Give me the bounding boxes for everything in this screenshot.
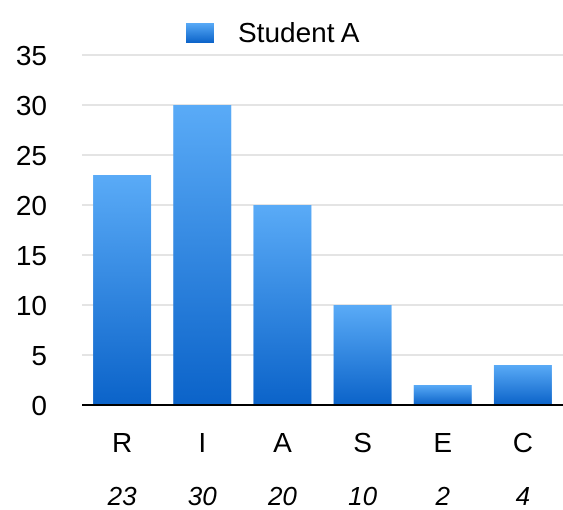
- bar-i: [173, 105, 232, 405]
- y-tick-label: 15: [16, 240, 47, 271]
- bars: [93, 105, 552, 405]
- x-category-label: S: [353, 427, 372, 458]
- legend-swatch: [186, 23, 214, 43]
- x-category-label: C: [513, 427, 533, 458]
- x-category-label: A: [273, 427, 292, 458]
- value-label: 20: [267, 481, 297, 510]
- y-axis-ticks: 0 5 10 15 20 25 30 35: [16, 40, 47, 421]
- bar-a: [253, 205, 312, 405]
- value-labels: 23 30 20 10 2 4: [107, 481, 531, 510]
- legend: Student A: [186, 17, 360, 48]
- bar-e: [413, 385, 472, 405]
- y-tick-label: 30: [16, 90, 47, 121]
- y-tick-label: 25: [16, 140, 47, 171]
- y-tick-label: 10: [16, 290, 47, 321]
- bar-c: [493, 365, 552, 405]
- x-category-label: E: [433, 427, 452, 458]
- y-tick-label: 5: [31, 340, 47, 371]
- value-label: 2: [435, 481, 451, 510]
- y-tick-label: 0: [31, 390, 47, 421]
- value-label: 10: [348, 481, 377, 510]
- x-category-label: R: [112, 427, 132, 458]
- bar-s: [333, 305, 392, 405]
- value-label: 30: [188, 481, 217, 510]
- gridlines: [82, 54, 563, 356]
- value-label: 23: [107, 481, 137, 510]
- value-label: 4: [516, 481, 530, 510]
- legend-label: Student A: [238, 17, 360, 48]
- y-tick-label: 20: [16, 190, 47, 221]
- x-category-label: I: [198, 427, 206, 458]
- bar-r: [93, 175, 152, 405]
- y-tick-label: 35: [16, 40, 47, 71]
